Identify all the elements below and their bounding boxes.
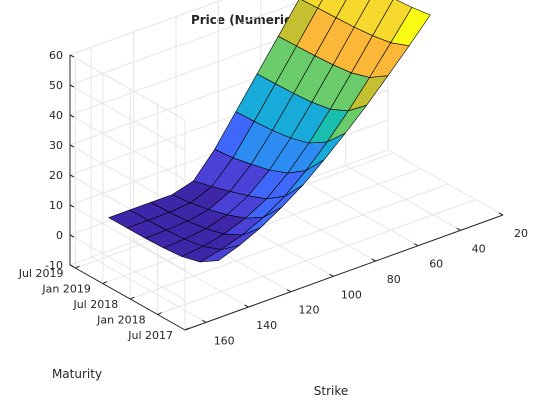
x-tick-label-1: 40	[472, 242, 486, 255]
y-tick-mark-4	[75, 265, 80, 269]
y-tick-label-3: Jan 2019	[41, 283, 90, 296]
y-tick-mark-2	[130, 296, 135, 300]
grid-line-x-6	[133, 32, 249, 308]
x-tick-label-7: 160	[214, 334, 235, 347]
z-tick-mark-1	[69, 234, 75, 238]
z-tick-label-5: 40	[49, 109, 63, 122]
x-axis-label: Strike	[314, 384, 349, 398]
z-tick-label-3: 20	[49, 169, 63, 182]
x-tick-mark-3	[371, 258, 377, 262]
z-tick-mark-6	[69, 84, 75, 88]
z-tick-mark-5	[69, 114, 75, 118]
z-tick-mark-0	[69, 264, 75, 268]
z-tick-label-7: 60	[49, 49, 63, 62]
x-tick-mark-1	[456, 227, 461, 231]
surface-cell-0-0	[390, 7, 431, 47]
x-tick-label-4: 100	[341, 288, 362, 301]
price-surface	[108, 0, 431, 263]
z-tick-label-1: 0	[56, 229, 63, 242]
z-tick-mark-2	[69, 204, 75, 208]
x-axis-line	[184, 214, 504, 331]
surface-cell-5-0	[301, 0, 323, 9]
y-tick-mark-3	[102, 281, 108, 285]
z-tick-label-2: 10	[49, 199, 63, 212]
x-tick-label-2: 60	[429, 258, 443, 271]
tick-labels: -10 0 10 20 30 40 50 60 20 40 60 80 100 120 140 160 Jul …	[18, 49, 528, 347]
x-tick-mark-6	[244, 304, 249, 308]
x-tick-mark-2	[413, 243, 419, 247]
axis-layer	[69, 55, 504, 331]
y-tick-label-4: Jul 2019	[18, 267, 64, 280]
z-tick-mark-3	[69, 174, 75, 178]
y-axis-line	[69, 264, 186, 331]
x-tick-mark-4	[329, 273, 334, 277]
y-axis-label: Maturity	[52, 367, 102, 381]
x-tick-mark-7	[201, 319, 207, 323]
z-tick-label-4: 30	[49, 139, 63, 152]
z-tick-label-6: 50	[49, 79, 63, 92]
grid-line-x-7	[90, 47, 207, 323]
y-tick-label-2: Jul 2018	[72, 298, 118, 311]
x-tick-label-6: 140	[256, 319, 277, 332]
y-tick-mark-1	[157, 312, 162, 315]
x-tick-label-5: 120	[299, 304, 320, 317]
x-tick-label-3: 80	[387, 273, 401, 286]
y-tick-label-1: Jan 2018	[96, 314, 145, 327]
x-tick-mark-5	[286, 289, 292, 293]
x-tick-label-0: 20	[514, 227, 528, 240]
y-tick-mark-0	[184, 327, 190, 331]
z-tick-label-0: -10	[45, 259, 63, 272]
y-tick-label-0: Jul 2017	[127, 329, 173, 342]
z-tick-mark-7	[69, 54, 75, 58]
z-tick-mark-4	[69, 144, 75, 148]
x-tick-mark-0	[498, 212, 504, 216]
